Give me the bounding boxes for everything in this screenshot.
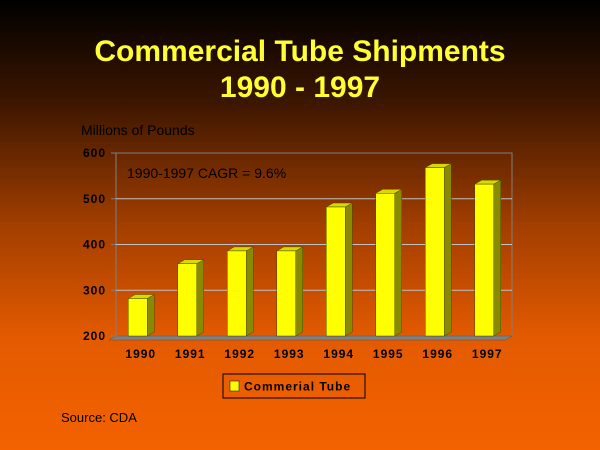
y-tick-label: 300 <box>83 283 106 297</box>
bar <box>473 179 502 337</box>
y-tick-label: 200 <box>83 329 106 343</box>
bar-front <box>375 193 395 337</box>
bar <box>424 163 453 337</box>
legend-swatch <box>229 380 240 392</box>
legend: Commerial Tube <box>222 373 366 399</box>
bar-front <box>425 167 445 337</box>
bar <box>127 294 156 337</box>
x-tick-label: 1992 <box>224 347 255 361</box>
bar-side <box>493 179 501 337</box>
bar <box>374 188 403 337</box>
plot-area <box>108 152 513 341</box>
gridlines <box>116 198 512 291</box>
bar-side <box>196 259 204 337</box>
bar-front <box>474 183 494 337</box>
bar-side <box>345 202 353 337</box>
x-tick-label: 1995 <box>373 347 404 361</box>
bar-side <box>147 294 155 337</box>
bar <box>176 259 205 337</box>
x-tick-label: 1996 <box>422 347 453 361</box>
bar <box>226 246 255 337</box>
bar-front <box>227 250 247 337</box>
bar-side <box>246 246 254 337</box>
cagr-annotation: 1990-1997 CAGR = 9.6% <box>127 165 286 181</box>
bar-front <box>326 206 346 337</box>
legend-box <box>222 373 366 399</box>
bar-side <box>394 188 402 337</box>
x-tick-label: 1993 <box>274 347 305 361</box>
bar <box>275 246 304 337</box>
chart-title: Commercial Tube Shipments <box>94 35 506 68</box>
source-note: Source: CDA <box>61 410 137 425</box>
bar-side <box>444 163 452 337</box>
x-axis-ticks: 1990 1991 1992 1993 1994 1995 1996 1997 <box>125 347 503 361</box>
x-tick-label: 1994 <box>323 347 354 361</box>
x-tick-label: 1990 <box>125 347 156 361</box>
y-tick-label: 500 <box>83 192 106 206</box>
bar-front <box>177 263 197 337</box>
y-axis-ticks: 200 300 400 500 600 <box>83 146 116 343</box>
bar-front <box>276 250 296 337</box>
bar <box>325 202 354 337</box>
y-tick-label: 400 <box>83 238 106 252</box>
chart-floor <box>108 335 513 341</box>
legend-label: Commerial Tube <box>244 380 351 394</box>
bar-front <box>128 298 148 337</box>
x-tick-label: 1997 <box>472 347 503 361</box>
bar-side <box>295 246 303 337</box>
bars <box>127 163 502 337</box>
chart-subtitle: 1990 - 1997 <box>219 71 381 104</box>
x-tick-label: 1991 <box>175 347 206 361</box>
y-axis-label: Millions of Pounds <box>81 122 195 138</box>
y-tick-label: 600 <box>83 146 106 160</box>
